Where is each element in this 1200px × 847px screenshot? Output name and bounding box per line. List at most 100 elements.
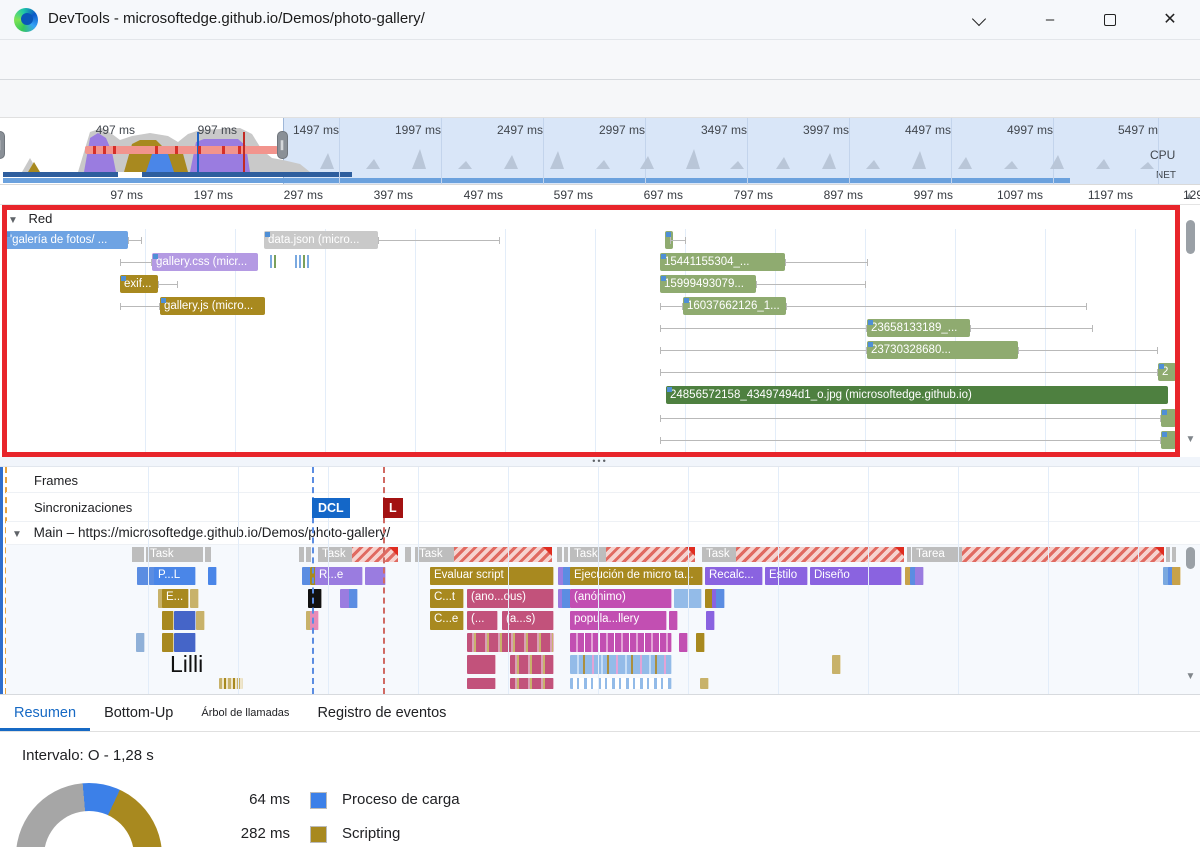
flame-bar[interactable] <box>190 589 199 608</box>
network-request-bar[interactable]: gallery.js (micro... <box>160 297 265 315</box>
network-scrollbar[interactable]: ▼ <box>1184 206 1197 456</box>
flame-bar[interactable] <box>365 567 386 585</box>
network-request-bar[interactable] <box>1161 431 1176 449</box>
task-bar[interactable] <box>907 547 911 562</box>
selection-handle-right[interactable]: ∥ <box>277 131 288 159</box>
scrollbar-thumb[interactable] <box>1186 547 1195 569</box>
flame-bar[interactable] <box>467 678 496 689</box>
flame-bar[interactable]: Evaluar script <box>430 567 554 585</box>
flame-bar[interactable] <box>219 678 243 689</box>
details-tab-bottom-up[interactable]: Bottom-Up <box>104 705 174 721</box>
flame-bar[interactable] <box>174 611 196 630</box>
task-bar[interactable]: Task <box>702 547 904 562</box>
close-button[interactable]: ✕ <box>1163 11 1177 28</box>
network-request-bar[interactable]: 23658133189_... <box>867 319 970 337</box>
flame-bar[interactable] <box>162 633 174 652</box>
task-bar[interactable] <box>557 547 562 562</box>
flame-bar[interactable] <box>349 589 358 608</box>
flame-bar[interactable] <box>706 611 715 630</box>
flame-bar[interactable]: C...t <box>430 589 464 608</box>
selection-handle-left[interactable]: ∥ <box>0 131 5 159</box>
flame-bar[interactable]: (ano...ous) <box>467 589 554 608</box>
timings-track[interactable]: Sincronizaciones <box>6 493 1200 522</box>
details-tab-resumen[interactable]: Resumen <box>0 695 91 731</box>
network-request-bar[interactable]: 15999493079... <box>660 275 756 293</box>
task-bar[interactable] <box>405 547 411 562</box>
flame-bar[interactable]: P...L <box>154 567 196 585</box>
network-request-bar[interactable]: 23730328680... <box>867 341 1018 359</box>
task-bar[interactable]: Task <box>415 547 552 562</box>
flame-bar[interactable]: popula...llery <box>570 611 667 630</box>
task-bar[interactable] <box>306 547 311 562</box>
flame-bar[interactable]: Recalc... <box>705 567 763 585</box>
network-request-bar[interactable]: gallery.css (micr... <box>152 253 258 271</box>
network-request-bar[interactable]: 24856572158_43497494d1_o.jpg (microsofte… <box>666 386 1168 404</box>
flame-bar[interactable] <box>310 611 319 630</box>
flame-bar[interactable] <box>1172 567 1181 585</box>
network-request-bar[interactable] <box>1161 409 1176 427</box>
chevron-down-icon[interactable] <box>974 14 986 26</box>
flame-bar[interactable] <box>196 611 205 630</box>
flame-bar[interactable] <box>208 567 217 585</box>
flame-bar[interactable] <box>696 633 705 652</box>
main-track-header[interactable]: ▼ Main – https://microsoftedge.github.io… <box>6 522 1200 545</box>
scroll-up-icon[interactable]: ▲ <box>1184 190 1195 202</box>
flame-bar[interactable]: C...e <box>430 611 464 630</box>
task-bar[interactable] <box>564 547 568 562</box>
pane-splitter[interactable]: ••• <box>0 457 1200 467</box>
flame-bar[interactable] <box>162 611 174 630</box>
network-request-bar[interactable]: 2 <box>1158 363 1176 381</box>
flame-bar[interactable] <box>716 589 725 608</box>
flame-bar[interactable]: R...e <box>315 567 363 585</box>
network-request-bar[interactable]: "galería de fotos/ ... <box>4 231 128 249</box>
flame-bar[interactable] <box>467 633 554 652</box>
network-request-bar[interactable]: 16037662126_1... <box>683 297 786 315</box>
task-bar[interactable]: Tarea <box>912 547 1164 562</box>
task-bar[interactable] <box>1166 547 1170 562</box>
maximize-button[interactable] <box>1098 8 1122 32</box>
task-bar[interactable] <box>299 547 304 562</box>
flame-bar[interactable] <box>313 589 322 608</box>
details-tab--rbol-de-llamadas[interactable]: Árbol de llamadas <box>201 707 290 719</box>
flame-scrollbar[interactable]: ▼ <box>1184 545 1197 694</box>
timeline-overview[interactable]: CPU NET ∥ ∥ 497 ms 997 ms 1497 ms 1997 ms 24… <box>0 118 1200 185</box>
flame-bar[interactable] <box>467 655 496 674</box>
flame-bar[interactable]: Diseño <box>810 567 902 585</box>
task-bar[interactable]: Task <box>146 547 203 562</box>
flame-bar[interactable] <box>832 655 841 674</box>
network-request-bar[interactable]: exif... <box>120 275 158 293</box>
frames-track[interactable]: Frames <box>6 467 1200 493</box>
flame-bar[interactable]: (a...s) <box>502 611 554 630</box>
task-bar[interactable]: Task <box>570 547 695 562</box>
flame-bar[interactable] <box>700 678 709 689</box>
network-request-bar[interactable] <box>665 231 673 249</box>
flame-bar[interactable] <box>570 655 672 674</box>
flame-bar[interactable] <box>174 633 196 652</box>
flame-bar[interactable] <box>915 567 924 585</box>
scroll-down-icon[interactable]: ▼ <box>1185 671 1196 682</box>
overview-dimmed-region[interactable] <box>283 118 1200 184</box>
flame-bar[interactable] <box>669 611 678 630</box>
scrollbar-thumb[interactable] <box>1186 220 1195 254</box>
flame-bar[interactable] <box>136 633 145 652</box>
flame-bar[interactable] <box>570 633 672 652</box>
flame-bar[interactable] <box>570 678 672 689</box>
flame-chart[interactable]: Task Task Task Task Task Tarea P...L R...e Evalu… <box>6 545 1200 694</box>
minimize-button[interactable]: – <box>1045 11 1055 28</box>
task-bar[interactable] <box>205 547 211 562</box>
flame-bar[interactable]: (... <box>467 611 498 630</box>
network-track-header[interactable]: ▼ Red <box>8 211 53 226</box>
flame-bar[interactable] <box>510 678 554 689</box>
task-bar[interactable] <box>132 547 144 562</box>
flame-bar[interactable]: (anónimo) <box>570 589 672 608</box>
task-bar[interactable] <box>1172 547 1176 562</box>
flame-bar[interactable]: E... <box>162 589 189 608</box>
network-request-bar[interactable]: 15441155304_... <box>660 253 785 271</box>
flame-bar[interactable]: Estilo <box>765 567 808 585</box>
task-bar[interactable]: Task <box>318 547 398 562</box>
flame-bar[interactable] <box>510 655 554 674</box>
flame-bar[interactable]: Ejecución de micro ta... <box>570 567 703 585</box>
flame-bar[interactable] <box>679 633 688 652</box>
scroll-down-icon[interactable]: ▼ <box>1185 434 1196 445</box>
details-tab-registro-de-eventos[interactable]: Registro de eventos <box>317 705 447 721</box>
